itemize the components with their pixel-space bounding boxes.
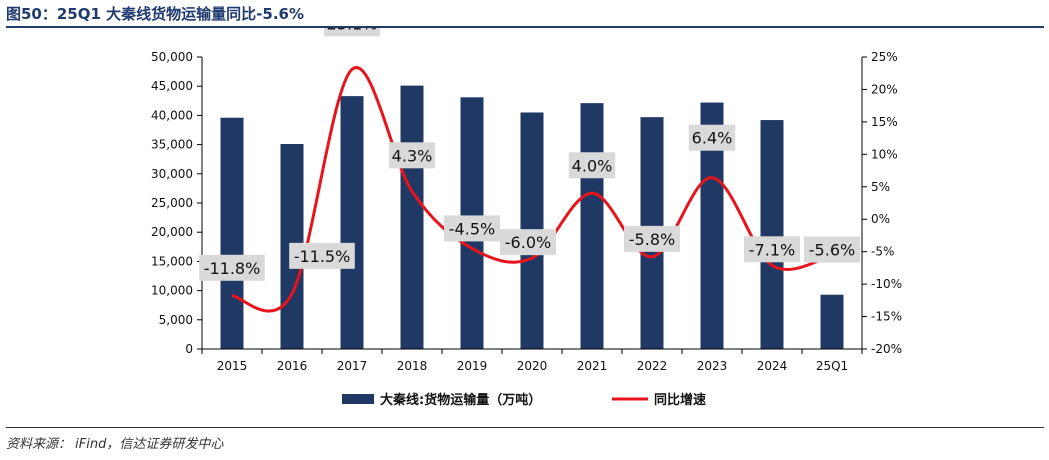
x-tick-label: 25Q1 <box>816 359 848 373</box>
right-tick-label: -5% <box>871 245 894 259</box>
x-tick-label: 2018 <box>397 359 428 373</box>
data-label-box <box>688 124 736 151</box>
left-tick-label: 40,000 <box>151 108 193 122</box>
data-label-box <box>804 236 860 263</box>
right-tick-label: 15% <box>871 115 898 129</box>
data-label: 4.3% <box>392 146 433 165</box>
right-tick-label: 0% <box>871 212 890 226</box>
x-tick-label: 2019 <box>457 359 488 373</box>
title-rule <box>6 26 1044 28</box>
legend-label-volume: 大秦线:货物运输量（万吨） <box>380 392 541 408</box>
combo-chart: 0 5,000 10,000 15,000 20,000 25,000 30,000 35,0… <box>151 28 902 408</box>
data-label: -4.5% <box>449 219 495 238</box>
left-tick-label: 20,000 <box>151 225 193 239</box>
source-rule <box>6 427 1044 428</box>
x-tick-label: 2022 <box>637 359 668 373</box>
bar-2023 <box>700 102 724 349</box>
data-label-box <box>199 254 265 281</box>
bar-2024 <box>760 120 784 350</box>
right-tick-label: -10% <box>871 277 902 291</box>
line-layer <box>231 66 833 313</box>
left-tick-label: 10,000 <box>151 284 193 298</box>
legend: 大秦线:货物运输量（万吨） 同比增速 <box>342 392 706 408</box>
source-note: 资料来源： iFind，信达证券研发中心 <box>6 437 224 452</box>
data-label: -5.8% <box>629 230 675 249</box>
legend-label-growth: 同比增速 <box>654 392 706 408</box>
data-label: -11.8% <box>204 259 261 278</box>
data-label-box <box>568 152 616 179</box>
right-tick-label: -15% <box>871 310 902 324</box>
left-tick-label: 35,000 <box>151 138 193 152</box>
yoy-growth-line <box>231 66 833 313</box>
data-label-box <box>744 236 800 263</box>
data-label: -7.1% <box>749 240 795 259</box>
data-label-box <box>500 229 556 256</box>
x-tick-label: 2023 <box>697 359 728 373</box>
x-tick-label: 2017 <box>337 359 368 373</box>
data-label-box <box>444 215 500 242</box>
data-label-box <box>324 28 380 37</box>
legend-swatch-volume <box>342 394 374 404</box>
x-tick-label: 2016 <box>277 359 308 373</box>
data-label: 6.4% <box>692 129 733 148</box>
left-tick-label: 25,000 <box>151 196 193 210</box>
data-label-box <box>624 225 680 252</box>
right-tick-label: 20% <box>871 82 898 96</box>
left-tick-label: 0 <box>185 342 193 356</box>
left-tick-label: 30,000 <box>151 167 193 181</box>
data-label-box <box>388 142 436 169</box>
x-tick-label: 2015 <box>217 359 248 373</box>
data-label: -11.5% <box>294 247 351 266</box>
data-label: -6.0% <box>505 233 551 252</box>
left-tick-label: 15,000 <box>151 254 193 268</box>
x-tick-label: 2020 <box>517 359 548 373</box>
left-tick-label: 45,000 <box>151 79 193 93</box>
figure-title: 图50：25Q1 大秦线货物运输量同比-5.6% <box>6 5 304 23</box>
right-tick-label: 5% <box>871 180 890 194</box>
right-tick-label: -20% <box>871 342 902 356</box>
right-tick-label: 10% <box>871 147 898 161</box>
bar-2017 <box>340 96 364 350</box>
right-tick-label: 25% <box>871 50 898 64</box>
axes-layer: 0 5,000 10,000 15,000 20,000 25,000 30,000 35,0… <box>151 50 902 373</box>
bar-2021 <box>580 103 604 349</box>
data-label: 4.0% <box>572 156 613 175</box>
bar-2015 <box>220 117 244 350</box>
left-tick-label: 5,000 <box>159 313 193 327</box>
left-tick-label: 50,000 <box>151 50 193 64</box>
data-labels-layer: -11.8% -11.5% 23.1% 4.3% -4.5% -6.0% 4.0% -5.8%… <box>199 28 860 281</box>
data-label-box <box>289 242 355 269</box>
x-tick-label: 2024 <box>757 359 788 373</box>
x-tick-label: 2021 <box>577 359 608 373</box>
bar-25Q1 <box>820 294 844 349</box>
data-label: 23.1% <box>327 28 378 33</box>
data-label: -5.6% <box>809 241 855 260</box>
bar-2018 <box>400 85 424 349</box>
